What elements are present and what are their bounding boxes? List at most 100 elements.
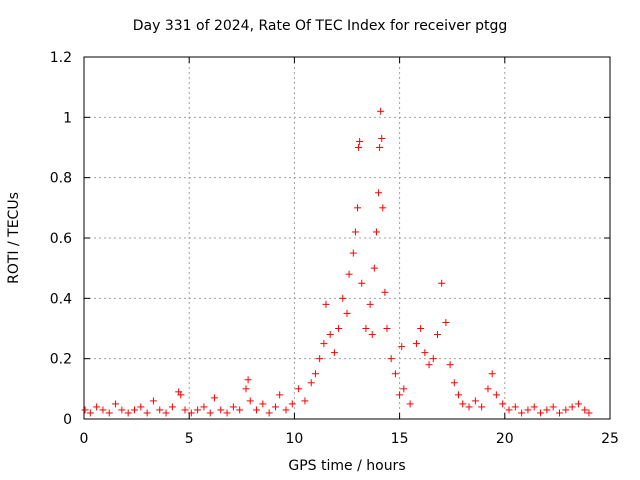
data-point [354,204,362,212]
data-point [242,385,250,393]
data-point [537,409,545,417]
data-point [524,406,532,414]
data-point [282,406,290,414]
data-point [210,394,218,402]
data-point [162,409,170,417]
data-point [488,370,496,378]
data-point [149,397,157,405]
data-point [339,294,347,302]
data-point [366,300,374,308]
data-point [370,264,378,272]
data-point [378,134,386,142]
data-point [105,409,113,417]
data-point [471,397,479,405]
data-point [229,403,237,411]
data-point [581,406,589,414]
y-tick-label: 0.2 [50,352,72,368]
data-point [93,403,101,411]
data-point [168,403,176,411]
y-tick-label: 1.2 [50,50,72,66]
data-point [562,406,570,414]
data-point [505,406,513,414]
data-point [194,406,202,414]
data-point [143,409,151,417]
data-point [206,409,214,417]
data-point [398,343,406,351]
data-point [112,400,120,408]
data-point [376,144,384,151]
data-point [311,370,319,378]
x-tick-label: 0 [80,431,89,447]
x-tick-label: 5 [185,431,194,447]
data-point [322,300,330,308]
data-point [265,409,273,417]
data-point [271,403,279,411]
data-point [307,379,315,387]
data-point [86,409,94,417]
y-tick-label: 0.8 [50,171,72,187]
data-point [400,385,408,393]
x-tick-label: 10 [285,431,303,447]
data-point [244,376,252,384]
chart-title: Day 331 of 2024, Rate Of TEC Index for r… [132,18,508,34]
data-point [358,279,366,287]
x-axis-label: GPS time / hours [288,458,406,474]
data-point [130,406,138,414]
y-tick-label: 0.4 [50,291,72,307]
data-point [368,331,376,339]
plot-frame [83,56,611,420]
data-point [181,406,189,414]
data-point [478,403,486,411]
data-point [556,409,564,417]
data-point [421,349,429,357]
data-point [330,349,338,357]
data-point [465,403,473,411]
x-tick-label: 15 [391,431,409,447]
data-point [446,361,454,369]
y-tick-label: 0 [63,412,72,428]
data-point [391,370,399,378]
data-point [362,325,370,332]
data-point [396,391,404,399]
data-point [549,403,557,411]
data-point [417,325,425,332]
data-point [375,189,383,197]
y-tick-label: 1 [63,110,72,126]
data-point [455,391,463,399]
data-point [343,309,351,317]
tick-labels: 0 5 10 15 20 25 0 0.2 0.4 0.6 0.8 1 1.2 [50,50,619,447]
data-point [137,403,145,411]
data-point [246,397,254,405]
data-point [326,331,334,339]
y-tick-label: 0.6 [50,231,72,247]
data-point [530,403,538,411]
data-point [345,270,353,278]
data-point [429,355,437,363]
data-point [518,409,526,417]
data-point [406,400,414,408]
data-point [217,406,225,414]
data-point [295,385,303,393]
x-tick-label: 20 [496,431,514,447]
data-point [574,400,582,408]
data-point [156,406,164,414]
data-point [99,406,107,414]
data-point [433,331,441,339]
data-point [288,400,296,408]
data-point [351,228,359,236]
data-points [81,107,593,417]
data-point [356,137,364,145]
data-point [425,361,433,369]
data-point [236,406,244,414]
data-point [349,249,357,257]
data-point [568,403,576,411]
data-point [450,379,458,387]
data-point [381,288,389,296]
data-point [372,228,380,236]
data-point [301,397,309,405]
data-point [253,406,261,414]
data-point [276,391,284,399]
data-point [499,400,507,408]
x-tick-label: 25 [601,431,619,447]
data-point [377,107,385,115]
